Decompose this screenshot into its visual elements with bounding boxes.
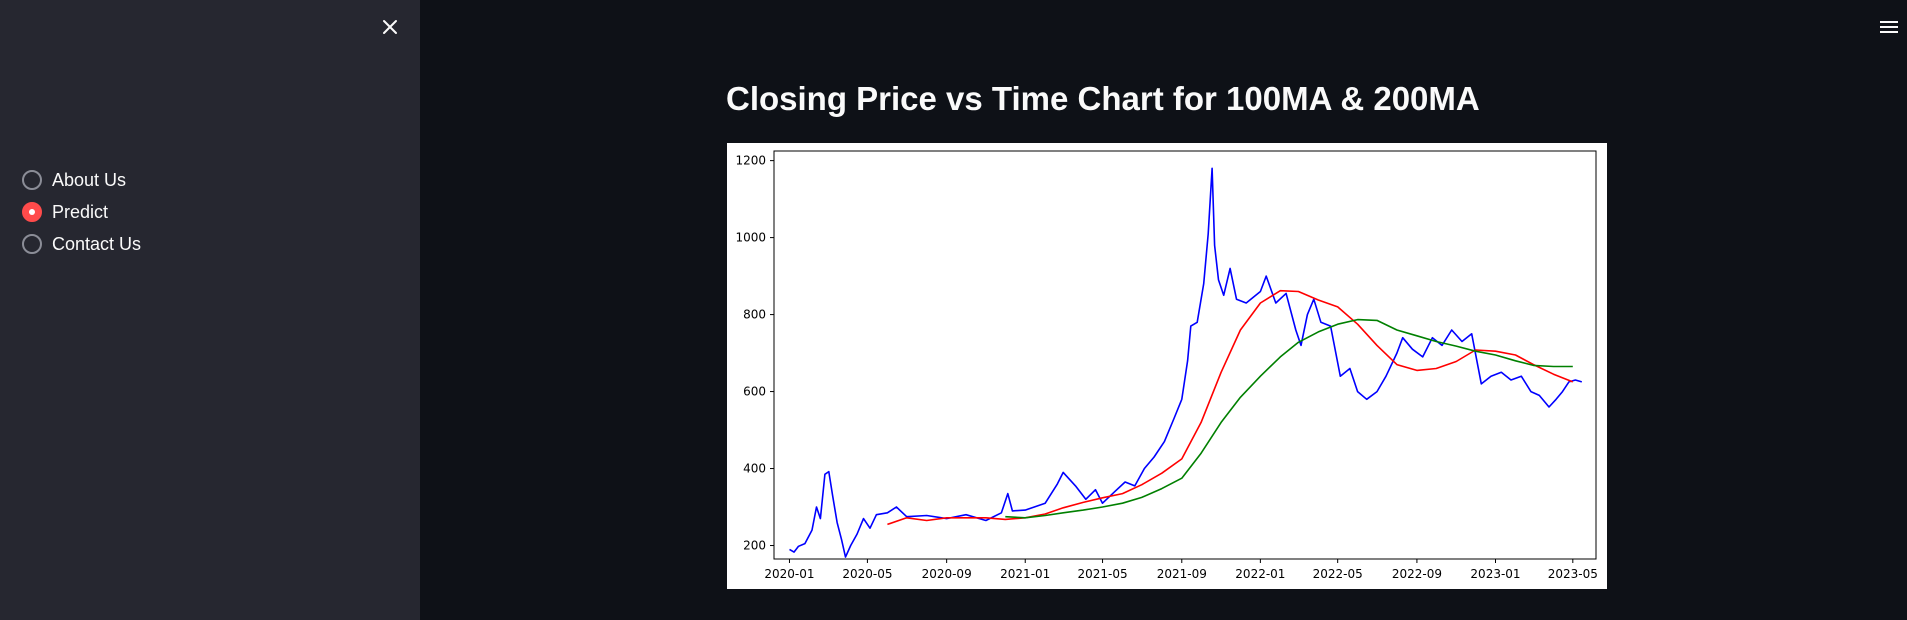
radio-label-predict: Predict bbox=[52, 201, 109, 222]
x-tick-label: 2023-01 bbox=[1470, 567, 1520, 581]
x-tick-label: 2022-01 bbox=[1235, 567, 1285, 581]
price-chart: 200 400 600 800 1000 1200 2020-01 2020-05 2020-… bbox=[727, 143, 1607, 589]
plot-area-frame bbox=[773, 150, 1597, 560]
x-tick-label: 2021-09 bbox=[1157, 567, 1207, 581]
radio-label-about-us: About Us bbox=[52, 169, 127, 190]
y-tick-label: 600 bbox=[743, 385, 766, 399]
radio-predict[interactable]: Predict bbox=[22, 196, 141, 228]
x-tick-label: 2022-05 bbox=[1313, 567, 1363, 581]
y-tick-label: 400 bbox=[743, 462, 766, 476]
x-axis: 2020-01 2020-05 2020-09 2021-01 2021-05 2021-… bbox=[764, 559, 1598, 581]
y-axis: 200 400 600 800 1000 1200 bbox=[735, 154, 774, 553]
x-tick-label: 2022-09 bbox=[1392, 567, 1442, 581]
radio-label-contact-us: Contact Us bbox=[52, 233, 142, 254]
sidebar: About Us Predict Contact Us bbox=[0, 0, 420, 620]
y-tick-label: 1200 bbox=[735, 154, 766, 168]
ma100-line bbox=[887, 289, 1574, 526]
radio-button-predict[interactable] bbox=[22, 202, 42, 222]
radio-about-us[interactable]: About Us bbox=[22, 164, 141, 196]
y-tick-label: 200 bbox=[743, 539, 766, 553]
x-tick-label: 2020-05 bbox=[842, 567, 892, 581]
x-tick-label: 2021-01 bbox=[1000, 567, 1050, 581]
page-title: Closing Price vs Time Chart for 100MA & … bbox=[726, 80, 1480, 117]
y-tick-label: 800 bbox=[743, 308, 766, 322]
x-tick-label: 2021-05 bbox=[1077, 567, 1127, 581]
y-tick-label: 1000 bbox=[735, 231, 766, 245]
closing-price-line bbox=[789, 167, 1583, 558]
main-menu-button[interactable] bbox=[1879, 18, 1899, 36]
radio-contact-us[interactable]: Contact Us bbox=[22, 228, 141, 260]
radio-button-about-us[interactable] bbox=[22, 170, 42, 190]
close-icon bbox=[383, 20, 397, 34]
x-tick-label: 2020-01 bbox=[764, 567, 814, 581]
hamburger-menu-icon bbox=[1880, 21, 1898, 33]
ma200-line bbox=[1005, 318, 1573, 519]
close-sidebar-button[interactable] bbox=[378, 15, 402, 39]
series-layer bbox=[789, 167, 1583, 558]
x-tick-label: 2020-09 bbox=[922, 567, 972, 581]
radio-button-contact-us[interactable] bbox=[22, 234, 42, 254]
navigation-radio-group: About Us Predict Contact Us bbox=[22, 164, 141, 260]
x-tick-label: 2023-05 bbox=[1548, 567, 1598, 581]
